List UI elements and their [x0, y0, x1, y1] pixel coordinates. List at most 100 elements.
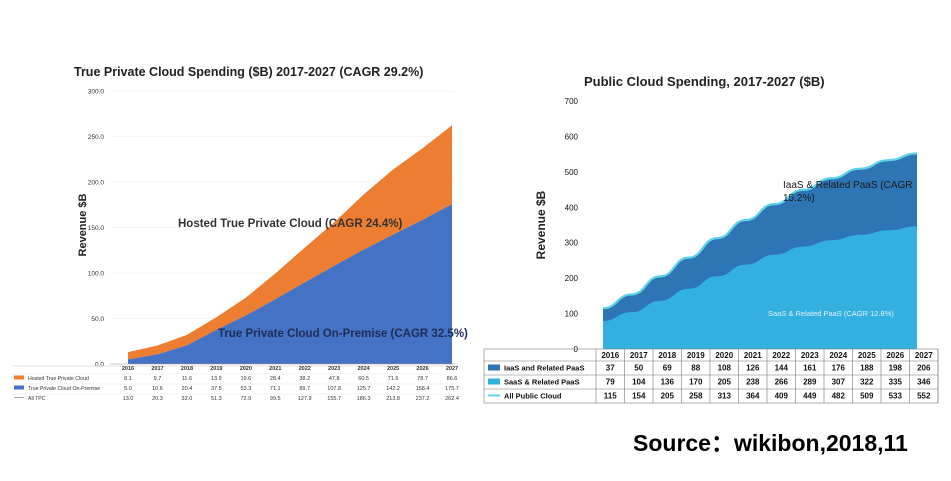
- left-chart-title: True Private Cloud Spending ($B) 2017-20…: [74, 65, 423, 79]
- right-table-cell: 346: [917, 378, 931, 387]
- left-table-cell: 8.1: [124, 376, 132, 382]
- right-table-cell: 115: [604, 392, 617, 401]
- hosted-annotation: Hosted True Private Cloud (CAGR 24.4%): [178, 218, 402, 230]
- right-table-cell: 50: [634, 364, 643, 373]
- right-legend-swatch: [488, 378, 500, 385]
- saas-area: [603, 226, 917, 349]
- right-table-year: 2021: [744, 351, 762, 360]
- right-y-tick: 300: [565, 239, 579, 248]
- left-table-cell: 20.4: [182, 386, 193, 392]
- right-data-table: 2016 2017 2018 2019 2020 2021 2022 2023 2024 2025…: [483, 348, 939, 404]
- right-table-series-label: SaaS & Related PaaS: [504, 378, 579, 387]
- left-table-year: 2017: [151, 366, 163, 372]
- iaas-annotation-line1: IaaS & Related PaaS (CAGR: [783, 180, 913, 191]
- left-table-cell: 32.0: [182, 396, 193, 402]
- right-table-cell: 79: [606, 378, 615, 387]
- right-table-cell: 170: [689, 378, 703, 387]
- right-y-tick: 500: [565, 168, 579, 177]
- right-table-cell: 206: [917, 364, 931, 373]
- left-table-cell: 51.3: [211, 396, 222, 402]
- right-table-cell: 154: [632, 392, 646, 401]
- left-y-tick: 300.0: [88, 89, 105, 96]
- left-table-cell: 53.3: [240, 386, 251, 392]
- left-y-axis-label: Revenue $B: [77, 193, 89, 256]
- right-table-cell: 144: [775, 364, 789, 373]
- right-table-year: 2020: [715, 351, 733, 360]
- source-caption: Source：wikibon,2018,11: [633, 430, 908, 456]
- left-table-cell: 213.8: [386, 396, 400, 402]
- left-table-cell: 9.7: [154, 376, 162, 382]
- left-table-cell: 13.9: [211, 376, 222, 382]
- right-table-cell: 136: [661, 378, 675, 387]
- right-table-cell: 37: [606, 364, 615, 373]
- left-table-cell: 86.6: [447, 376, 458, 382]
- public-cloud-chart: Public Cloud Spending, 2017-2027 ($B) Re…: [483, 74, 939, 404]
- left-table-year: 2024: [358, 366, 371, 372]
- onprem-annotation: True Private Cloud On-Premise (CAGR 32.5…: [218, 328, 468, 340]
- left-y-tick: 50.0: [91, 316, 104, 323]
- true-private-cloud-chart: True Private Cloud Spending ($B) 2017-20…: [12, 65, 468, 402]
- right-table-cell: 205: [661, 392, 675, 401]
- left-table-year: 2021: [269, 366, 281, 372]
- right-table-cell: 449: [803, 392, 817, 401]
- left-table-year: 2022: [299, 366, 311, 372]
- left-y-tick: 250.0: [88, 134, 105, 141]
- left-legend-swatch: [14, 375, 24, 380]
- saas-annotation: SaaS & Related PaaS (CAGR 12.8%): [768, 309, 894, 318]
- all-public-cloud-line: [602, 152, 918, 310]
- right-table-cell: 205: [718, 378, 732, 387]
- right-table-cell: 552: [917, 392, 931, 401]
- right-table-cell: 266: [775, 378, 789, 387]
- right-table-cell: 364: [746, 392, 760, 401]
- right-table-cell: 509: [860, 392, 874, 401]
- right-table-year: 2019: [687, 351, 705, 360]
- right-table-cell: 198: [889, 364, 903, 373]
- left-table-cell: 155.7: [327, 396, 341, 402]
- left-table-cell: 60.5: [358, 376, 369, 382]
- left-table-year: 2016: [122, 366, 134, 372]
- left-table-cell: 175.7: [445, 386, 459, 392]
- right-table-cell: 126: [746, 364, 760, 373]
- right-table-year: 2026: [886, 351, 904, 360]
- left-table-cell: 38.2: [299, 376, 310, 382]
- left-y-tick: 100.0: [88, 271, 105, 278]
- left-table-cell: 142.2: [386, 386, 400, 392]
- left-table-cell: 13.0: [123, 396, 134, 402]
- right-table-cell: 188: [860, 364, 874, 373]
- left-table-cell: 28.4: [270, 376, 281, 382]
- right-y-tick: 200: [565, 274, 579, 283]
- left-y-tick: 200.0: [88, 180, 105, 187]
- left-table-year: 2019: [210, 366, 222, 372]
- right-table-cell: 335: [889, 378, 903, 387]
- left-data-table: 2016 2017 2018 2019 2020 2021 2022 2023 2024 2025…: [12, 365, 459, 402]
- right-y-tick: 400: [565, 203, 579, 212]
- left-table-cell: 5.0: [124, 386, 132, 392]
- left-y-tick-labels: 0.0 50.0 100.0 150.0 200.0 250.0 300.0: [88, 89, 105, 369]
- right-table-cell: 258: [689, 392, 703, 401]
- right-table-cell: 322: [860, 378, 874, 387]
- right-table-year: 2016: [601, 351, 619, 360]
- right-y-axis-label: Revenue $B: [534, 190, 548, 259]
- right-table-cell: 104: [632, 378, 646, 387]
- right-table-cell: 307: [832, 378, 846, 387]
- right-table-year: 2027: [915, 351, 933, 360]
- left-table-cell: 127.9: [298, 396, 312, 402]
- left-table-series-label: Hosted True Private Cloud: [28, 376, 89, 382]
- right-table-year: 2024: [829, 351, 847, 360]
- charts-canvas: True Private Cloud Spending ($B) 2017-20…: [12, 65, 939, 404]
- left-table-cell: 186.3: [357, 396, 371, 402]
- right-table-cell: 409: [775, 392, 789, 401]
- left-table-year: 2027: [446, 366, 458, 372]
- right-table-year: 2022: [772, 351, 790, 360]
- right-table-year: 2025: [858, 351, 876, 360]
- iaas-annotation-line2: 15.2%): [783, 193, 815, 204]
- right-table-cell: 88: [691, 364, 700, 373]
- left-table-cell: 71.1: [270, 386, 281, 392]
- right-legend-swatch: [488, 364, 500, 371]
- left-table-cell: 99.5: [270, 396, 281, 402]
- left-table-year: 2025: [387, 366, 399, 372]
- right-table-cell: 289: [803, 378, 817, 387]
- right-y-tick: 0: [574, 345, 579, 354]
- right-table-year: 2023: [801, 351, 819, 360]
- left-table-cell: 47.8: [329, 376, 340, 382]
